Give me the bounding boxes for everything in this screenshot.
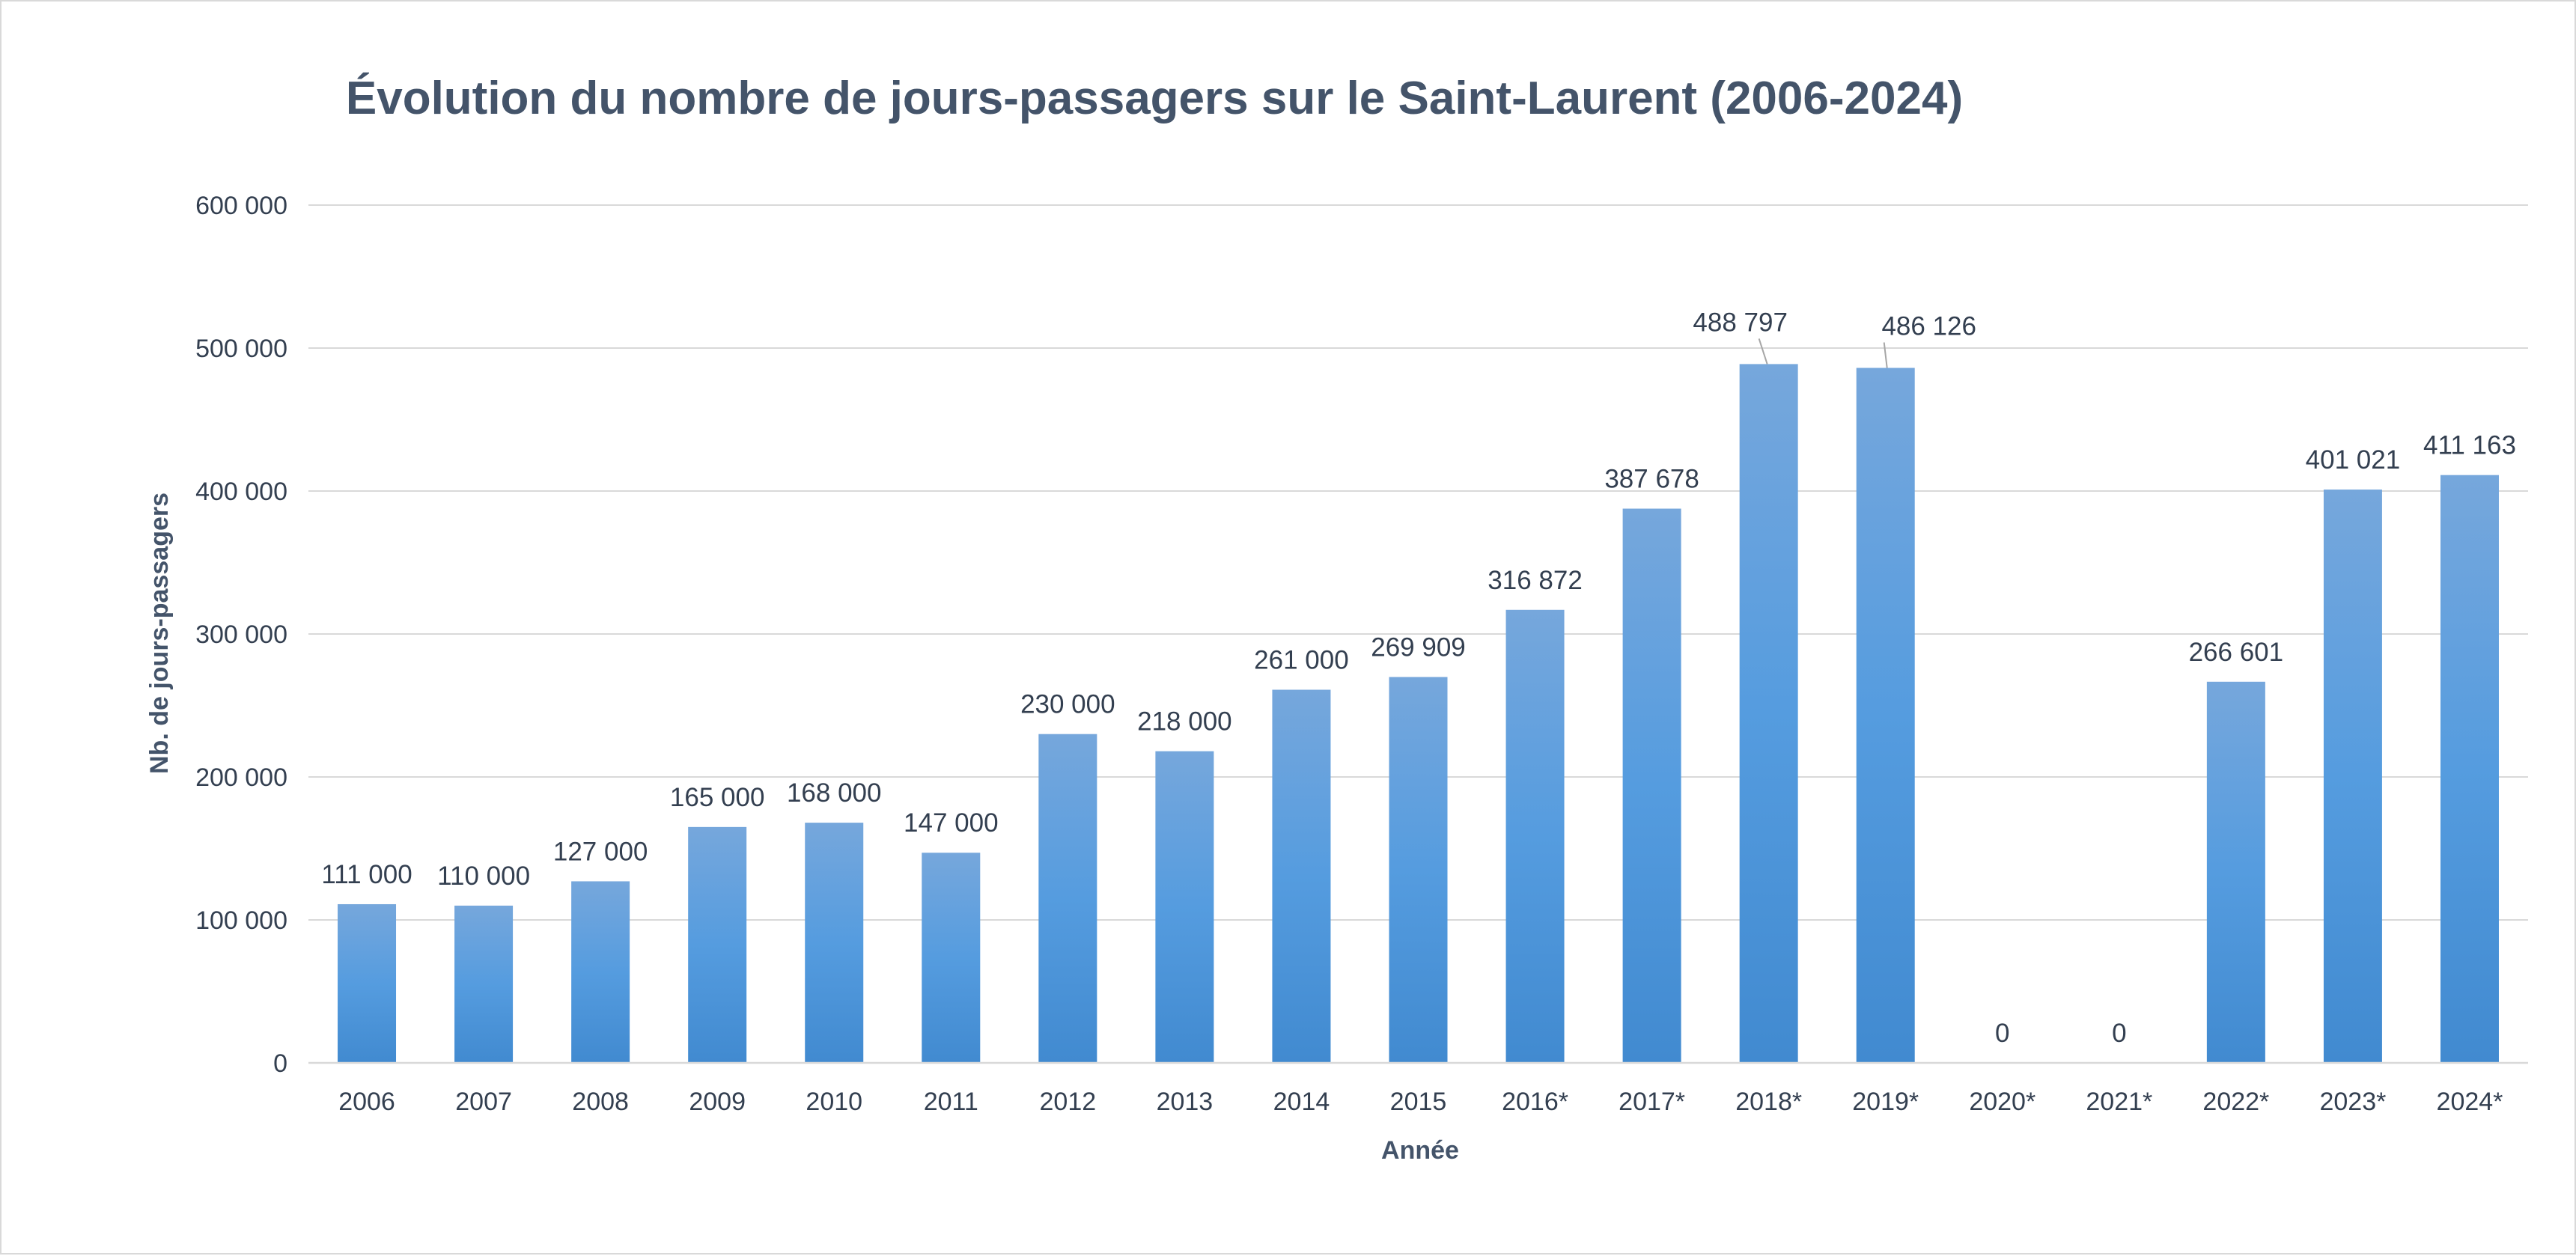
x-tick-label: 2012 [1040,1088,1097,1116]
y-tick-label: 600 000 [195,192,287,220]
x-tick-label: 2008 [572,1088,629,1116]
data-label: 411 163 [2423,431,2516,460]
x-tick-label: 2011 [924,1088,978,1116]
data-label: 0 [1995,1019,2009,1048]
data-label: 168 000 [787,778,882,808]
x-tick-label: 2023* [2319,1088,2386,1116]
x-axis-ticks: 2006 2007 2008 2009 2010 2011 2012 2013 2014 2015… [338,1088,2503,1116]
bar [1622,508,1681,1063]
bar [1155,751,1214,1063]
data-label: 230 000 [1020,690,1115,719]
x-axis-title: Année [1381,1136,1459,1165]
data-label: 269 909 [1371,632,1466,662]
x-tick-label: 2006 [338,1088,395,1116]
data-label: 111 000 [321,860,412,889]
x-tick-label: 2009 [689,1088,746,1116]
bar [571,881,630,1063]
data-label: 387 678 [1604,465,1699,494]
bar [805,823,864,1063]
data-label: 218 000 [1137,707,1232,737]
y-axis-title: Nb. de jours-passagers [145,493,174,774]
data-label: 316 872 [1488,566,1583,595]
x-tick-label: 2007 [455,1088,512,1116]
data-label: 486 126 [1881,311,1976,341]
bar [454,905,514,1063]
data-labels: 111 000 110 000 127 000 165 000 168 000 147 0… [321,308,2516,1048]
x-tick-label: 2022* [2202,1088,2269,1116]
bar [1389,677,1448,1063]
y-tick-label: 0 [273,1049,287,1078]
bar [922,853,981,1063]
x-tick-label: 2019* [1852,1088,1919,1116]
y-tick-label: 500 000 [195,335,287,363]
bar [338,903,397,1063]
x-tick-label: 2014 [1273,1088,1330,1116]
data-label: 266 601 [2189,638,2284,667]
x-tick-label: 2013 [1157,1088,1214,1116]
bar [1505,609,1565,1063]
data-label: 127 000 [553,837,648,866]
bar [2206,681,2265,1063]
bar [1739,364,1798,1064]
data-label: 488 797 [1693,308,1788,337]
data-label: 165 000 [670,783,765,812]
y-axis-ticks: 0 100 000 200 000 300 000 400 000 500 000 600 … [195,192,287,1078]
data-label: 0 [2112,1019,2126,1048]
bars [338,364,2499,1064]
bar [1272,689,1331,1063]
y-tick-label: 400 000 [195,478,287,506]
y-tick-label: 200 000 [195,763,287,792]
data-label: 261 000 [1254,645,1349,674]
x-tick-label: 2024* [2437,1088,2503,1116]
bar [2440,475,2499,1063]
x-tick-label: 2020* [1969,1088,2035,1116]
bar [688,826,747,1063]
bar [1856,368,1915,1063]
chart-title: Évolution du nombre de jours-passagers s… [346,73,1963,124]
y-tick-label: 300 000 [195,621,287,649]
bar [1038,734,1097,1063]
x-tick-label: 2018* [1735,1088,1802,1116]
leader-line [1758,338,1768,365]
data-label: 401 021 [2306,445,2401,475]
x-tick-label: 2010 [806,1088,862,1116]
x-tick-label: 2016* [1502,1088,1568,1116]
y-tick-label: 100 000 [195,906,287,935]
gridlines [308,204,2528,921]
leader-line [1883,342,1888,368]
bar [2323,490,2382,1063]
x-tick-label: 2017* [1619,1088,1685,1116]
data-label: 110 000 [437,862,530,891]
data-label: 147 000 [904,808,999,838]
x-tick-label: 2015 [1390,1088,1447,1116]
x-tick-label: 2021* [2086,1088,2152,1116]
